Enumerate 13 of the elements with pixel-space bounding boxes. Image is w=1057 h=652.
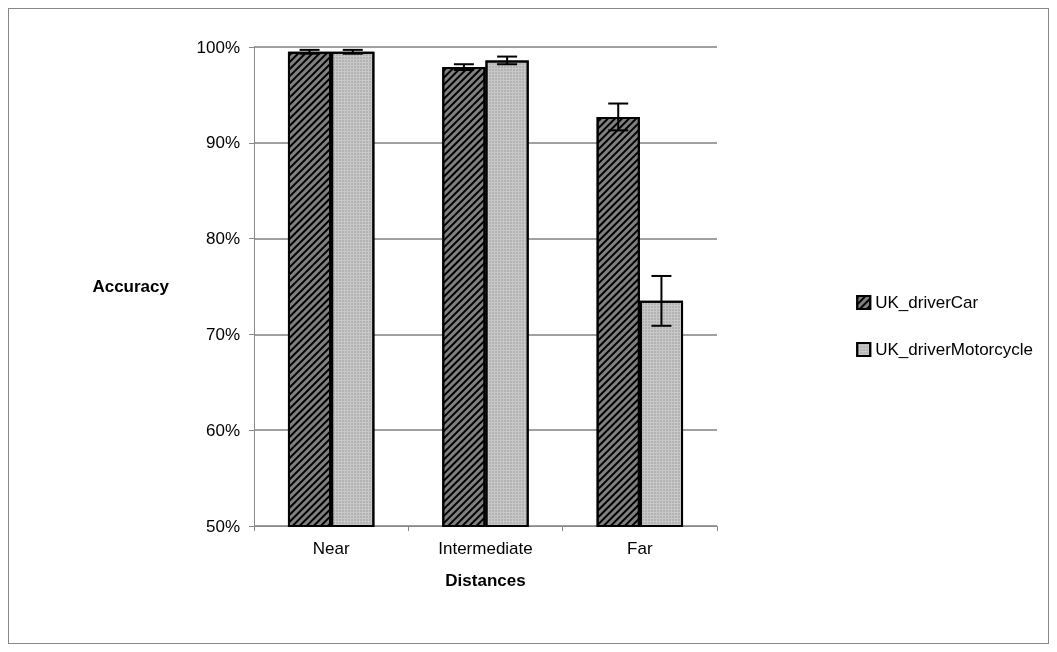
y-tick-label: 100% bbox=[196, 37, 240, 57]
x-tick-label: Intermediate bbox=[438, 539, 533, 558]
y-tick-label: 60% bbox=[205, 420, 240, 440]
x-tick-label: Near bbox=[312, 539, 350, 558]
y-tick-label: 80% bbox=[205, 229, 240, 249]
x-axis-title: Distances bbox=[445, 571, 526, 590]
x-tick-label: Far bbox=[627, 539, 653, 558]
y-tick-label: 50% bbox=[205, 516, 240, 536]
legend-label: UK_driverMotorcycle bbox=[875, 340, 1033, 359]
y-axis-title: Accuracy bbox=[92, 277, 170, 296]
legend-label: UK_driverCar bbox=[875, 293, 979, 312]
y-tick-label: 70% bbox=[205, 324, 240, 344]
y-tick-label: 90% bbox=[205, 133, 240, 153]
